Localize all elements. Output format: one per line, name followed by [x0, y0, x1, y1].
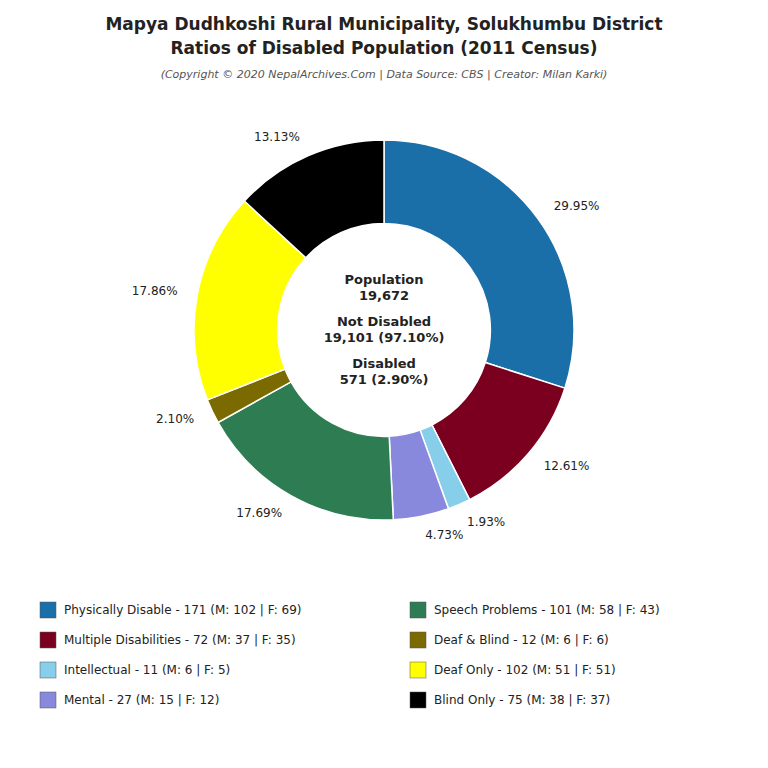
slice [384, 140, 574, 388]
legend-swatch [40, 662, 56, 678]
annotation: 19,672 [359, 288, 409, 303]
legend-entry: Intellectual - 11 (M: 6 | F: 5) [64, 663, 230, 677]
slice [389, 430, 448, 520]
legend-entry: Deaf & Blind - 12 (M: 6 | F: 6) [434, 633, 609, 647]
legend-entry: Mental - 27 (M: 15 | F: 12) [64, 693, 219, 707]
legend-entry: Deaf Only - 102 (M: 51 | F: 51) [434, 663, 616, 677]
legend-entry: Blind Only - 75 (M: 38 | F: 37) [434, 693, 610, 707]
slice [244, 140, 384, 258]
legend-swatch [40, 602, 56, 618]
annotation: 19,101 (97.10%) [324, 330, 445, 345]
legend-entry: Physically Disable - 171 (M: 102 | F: 69… [64, 603, 302, 617]
donut: 29.95% 12.61% 1.93% 4.73% 17.69% 2.10% 17.86% 1… [132, 130, 600, 542]
data-label: 4.73% [425, 528, 463, 542]
legend-swatch [40, 632, 56, 648]
data-label: 17.69% [236, 506, 282, 520]
data-label: 2.10% [156, 412, 194, 426]
title: Mapya Dudhkoshi Rural Municipality, Solu… [105, 14, 662, 34]
legend: Physically Disable - 171 (M: 102 | F: 69… [40, 602, 660, 708]
legend-entry: Multiple Disabilities - 72 (M: 37 | F: 3… [64, 633, 296, 647]
annotation: Not Disabled [337, 314, 431, 329]
chart-container: Mapya Dudhkoshi Rural Municipality, Solu… [0, 0, 768, 768]
data-label: 17.86% [132, 284, 178, 298]
annotation: Disabled [352, 356, 416, 371]
annotation: Population [344, 272, 423, 287]
subtitle: (Copyright © 2020 NepalArchives.Com | Da… [161, 68, 608, 81]
data-label: 13.13% [254, 130, 300, 144]
data-label: 1.93% [467, 515, 505, 529]
legend-swatch [410, 662, 426, 678]
legend-swatch [410, 692, 426, 708]
chart-svg: Mapya Dudhkoshi Rural Municipality, Solu… [0, 0, 768, 768]
legend-swatch [40, 692, 56, 708]
data-label: 12.61% [544, 459, 590, 473]
legend-entry: Speech Problems - 101 (M: 58 | F: 43) [434, 603, 660, 617]
legend-swatch [410, 602, 426, 618]
title: Ratios of Disabled Population (2011 Cens… [171, 38, 598, 58]
data-label: 29.95% [554, 199, 600, 213]
legend-swatch [410, 632, 426, 648]
annotation: 571 (2.90%) [340, 372, 429, 387]
